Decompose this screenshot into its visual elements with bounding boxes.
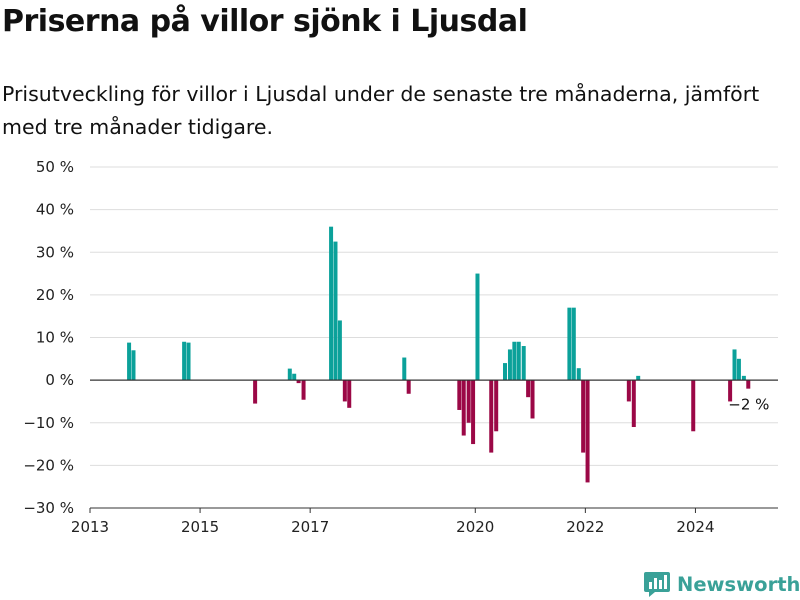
x-tick-label: 2013	[71, 518, 109, 536]
bar-negative	[691, 380, 696, 432]
y-tick-label: 40 %	[36, 201, 74, 219]
bar-negative	[466, 380, 471, 423]
bar-negative	[406, 380, 411, 394]
bar-positive	[131, 350, 136, 381]
bar-positive	[521, 346, 526, 381]
bar-negative	[581, 380, 586, 453]
bar-negative	[494, 380, 499, 432]
bar-negative	[301, 380, 306, 400]
bar-positive	[567, 307, 572, 381]
annotation-label: −2 %	[728, 396, 769, 414]
bar-negative	[585, 380, 590, 483]
x-tick-label: 2022	[566, 518, 604, 536]
bar-positive	[333, 241, 338, 381]
bar-positive	[512, 341, 517, 381]
bar-negative	[746, 380, 751, 389]
bar-negative	[530, 380, 535, 419]
bar-negative	[489, 380, 494, 453]
bar-negative	[461, 380, 466, 436]
bar-positive	[571, 307, 576, 381]
bar-positive	[732, 349, 737, 381]
newsworthy-logo: Newsworthy	[644, 570, 800, 598]
bar-positive	[292, 373, 297, 381]
bar-positive	[507, 349, 512, 381]
bar-negative	[626, 380, 631, 402]
x-tick-label: 2024	[676, 518, 714, 536]
bar-negative	[457, 380, 462, 410]
bar-positive	[636, 375, 641, 381]
bar-positive	[576, 368, 581, 381]
bar-positive	[127, 342, 132, 381]
chart-title: Priserna på villor sjönk i Ljusdal	[2, 4, 528, 39]
bar-negative	[728, 380, 733, 402]
bar-positive	[337, 320, 342, 381]
y-tick-label: 0 %	[45, 371, 74, 389]
bar-positive	[182, 341, 187, 381]
bar-positive	[736, 358, 741, 381]
brand-name: Newsworthy	[677, 572, 800, 596]
bar-negative	[253, 380, 258, 404]
y-tick-label: −20 %	[23, 456, 74, 474]
bar-negative	[471, 380, 476, 445]
bar-positive	[516, 341, 521, 381]
y-tick-label: −10 %	[23, 414, 74, 432]
newsworthy-logo-icon	[644, 572, 670, 597]
chart-subtitle: Prisutveckling för villor i Ljusdal unde…	[2, 82, 760, 139]
bar-positive	[186, 342, 191, 381]
bar-positive	[402, 357, 407, 381]
y-tick-label: −30 %	[23, 499, 74, 517]
y-tick-label: 10 %	[36, 329, 74, 347]
bar-positive	[475, 273, 480, 381]
bar-positive	[329, 226, 334, 381]
y-tick-label: 50 %	[36, 158, 74, 176]
bar-positive	[503, 363, 508, 381]
bar-negative	[526, 380, 531, 398]
bar-positive	[741, 375, 746, 381]
y-tick-label: 30 %	[36, 243, 74, 261]
bar-positive	[287, 368, 292, 381]
bar-negative	[296, 380, 301, 384]
bar-negative	[342, 380, 347, 402]
x-tick-label: 2017	[291, 518, 329, 536]
x-tick-label: 2020	[456, 518, 494, 536]
bar-negative	[631, 380, 636, 428]
bar-negative	[347, 380, 352, 408]
y-tick-label: 20 %	[36, 286, 74, 304]
x-tick-label: 2015	[181, 518, 219, 536]
